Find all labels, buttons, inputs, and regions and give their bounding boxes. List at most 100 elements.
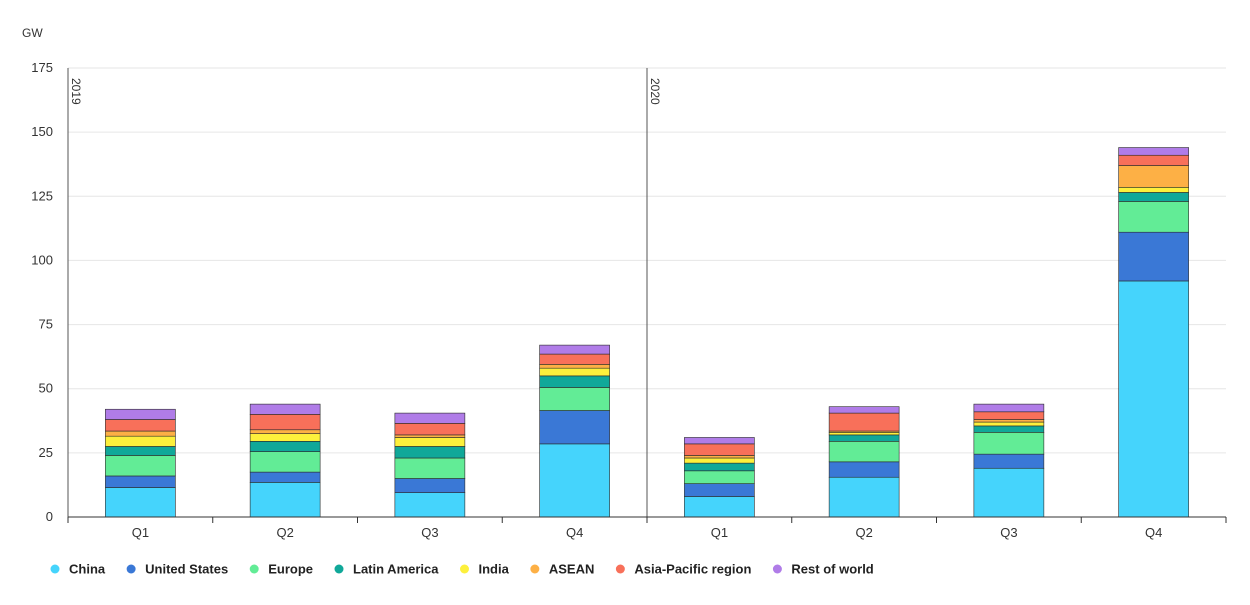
bar-segment [249,429,321,434]
legend-label: Europe [268,562,313,577]
legend-label: Asia-Pacific region [634,562,751,577]
bar-segment [828,441,900,463]
y-tick-label: 75 [39,317,53,332]
bar-segment [394,423,466,436]
bar-segment [973,432,1045,455]
bar-segment [539,353,610,365]
bar-segment [684,483,755,497]
bar-segment [105,419,176,432]
bar-segment [105,435,176,447]
bar-segment [1118,165,1189,188]
bar-segment [684,443,755,456]
x-category-label: Q3 [421,525,438,540]
bar-segment [1118,147,1189,156]
legend: China United States Europe Latin America Ind… [50,562,874,577]
bar-segment [828,434,900,442]
bar-segment [394,434,466,438]
bar-segment [828,432,900,436]
legend-marker [334,564,344,574]
bar-segment [684,496,755,518]
y-tick-label: 100 [31,252,53,267]
bar-segment [394,412,466,424]
bar-segment [684,455,755,459]
bar-segment [249,433,321,442]
legend-label: Rest of world [791,562,873,577]
legend-label: ASEAN [549,562,595,577]
bar-segment [539,364,610,369]
legend-marker [126,564,136,574]
bar-segment [539,375,610,388]
gridlines [67,67,1226,517]
legend-label: India [479,562,510,577]
bar-segment [105,446,176,456]
bar-segment [1118,201,1189,233]
bar-segment [973,411,1045,420]
bar-segment [973,425,1045,433]
bar-segment [539,410,610,445]
y-tick-label: 50 [39,381,53,396]
legend-marker [460,564,469,574]
bar-segment [973,403,1045,413]
bar-segment [1118,280,1189,518]
legend-label: United States [145,562,228,577]
bar-segment [1118,192,1189,202]
x-category-label: Q1 [711,525,728,540]
bar-segment [249,403,321,415]
bar-segment [684,462,755,472]
x-category-label: Q4 [566,525,583,540]
x-category-label: Q3 [1000,525,1017,540]
bars [105,147,1189,518]
bar-segment [249,451,321,473]
legend-label: China [69,562,106,577]
bar-segment [828,406,900,414]
legend-marker [772,564,782,574]
bar-segment [249,441,321,452]
x-category-label: Q4 [1145,525,1162,540]
bar-segment [1118,231,1189,282]
bar-segment [973,421,1045,427]
bar-segment [105,455,176,477]
bar-segment [394,457,466,479]
y-tick-label: 150 [31,124,53,139]
bar-segment [684,470,755,484]
bar-segment [249,471,321,483]
y-tick-label: 25 [39,445,53,460]
axes: GW 0 25 50 75 100 125 150 175 2019 Q1 Q2 Q3 Q4 2020 Q1 Q… [22,26,1227,540]
bar-segment [684,437,755,445]
x-category-label: Q2 [276,525,293,540]
bar-segment [105,487,176,518]
legend-marker [530,564,540,574]
x-category-label: Q1 [132,525,149,540]
bar-segment [828,412,900,432]
y-axis-unit-label: GW [22,26,43,40]
legend-label: Latin America [353,562,439,577]
bar-segment [394,446,466,459]
bar-segment [973,467,1045,518]
bar-segment [973,419,1045,423]
bar-segment [684,457,755,464]
bar-segment [539,367,610,377]
bar-segment [1118,154,1189,166]
y-tick-label: 175 [31,60,53,75]
y-tick-label: 0 [46,509,53,524]
legend-marker [249,564,259,574]
bar-segment [249,482,321,518]
bar-segment [105,408,176,420]
bar-segment [539,387,610,411]
bar-segment [105,475,176,488]
legend-marker [50,564,60,574]
bar-segment [394,478,466,493]
bar-segment [394,437,466,447]
x-category-label: Q2 [855,525,872,540]
bar-segment [105,430,176,437]
legend-marker [615,564,625,574]
bar-segment [394,492,466,518]
bar-segment [249,414,321,431]
bar-segment [828,476,900,518]
year-label: 2019 [69,78,83,105]
y-tick-label: 125 [31,188,53,203]
bar-segment [828,461,900,478]
bar-segment [539,443,610,518]
